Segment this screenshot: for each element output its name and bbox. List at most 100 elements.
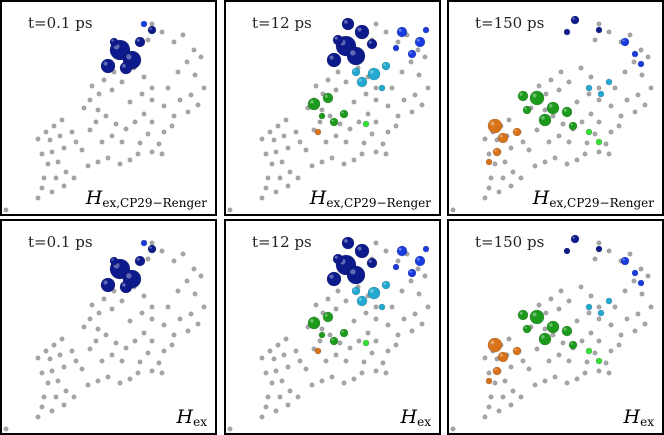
excitation-sphere-highlight — [524, 326, 527, 329]
gray-atom — [149, 316, 155, 322]
excitation-sphere — [585, 128, 593, 136]
excitation-sphere-highlight — [409, 51, 412, 54]
hamiltonian-label: Hex,CP29−Renger — [310, 187, 431, 210]
gray-atom — [416, 291, 422, 297]
excitation-sphere-highlight — [324, 94, 328, 98]
excitation-sphere — [332, 34, 344, 46]
gray-atom — [119, 79, 125, 85]
excitation-sphere — [414, 36, 426, 48]
gray-atom — [47, 356, 53, 362]
excitation-sphere-highlight — [353, 69, 356, 72]
gray-atom — [149, 338, 155, 344]
gray-atom — [141, 330, 147, 336]
gray-atom — [325, 296, 331, 302]
gray-atom — [425, 85, 431, 91]
gray-atom — [61, 183, 67, 189]
excitation-sphere — [595, 26, 603, 34]
excitation-sphere-highlight — [122, 283, 126, 287]
gray-atom — [373, 316, 379, 322]
gray-atom — [385, 103, 391, 109]
excitation-sphere — [378, 84, 386, 92]
gray-atom — [259, 414, 265, 420]
gray-atom — [389, 85, 395, 91]
gray-atom — [113, 121, 119, 127]
gray-atom — [273, 149, 279, 155]
gray-atom — [624, 316, 630, 322]
gray-atom — [297, 139, 303, 145]
gray-atom — [275, 342, 281, 348]
gray-atom — [508, 145, 514, 151]
excitation-sphere — [392, 44, 400, 52]
gray-atom — [303, 366, 309, 372]
gray-atom — [373, 304, 379, 310]
gray-atom — [171, 113, 177, 119]
gray-atom — [363, 310, 369, 316]
excitation-sphere — [407, 268, 417, 278]
gray-atom — [592, 131, 598, 137]
excitation-sphere — [332, 253, 344, 265]
gray-atom — [177, 97, 183, 103]
excitation-sphere — [109, 256, 119, 266]
gray-atom — [419, 102, 425, 108]
excitation-sphere — [563, 247, 571, 255]
excitation-sphere — [597, 309, 605, 317]
gray-atom — [642, 102, 648, 108]
gray-atom — [201, 304, 207, 310]
gray-atom — [520, 358, 526, 364]
panel-top-left: t=0.1 ps Hex,CP29−Renger — [0, 0, 217, 216]
excitation-sphere — [487, 118, 503, 134]
gray-atom — [359, 151, 365, 157]
gray-atom — [566, 139, 572, 145]
gray-atom — [96, 310, 102, 316]
gray-atom — [373, 21, 379, 27]
gray-atom — [93, 119, 99, 125]
excitation-sphere-highlight — [331, 338, 334, 341]
gray-atom — [303, 147, 309, 153]
gray-atom — [295, 175, 301, 181]
gray-atom — [558, 288, 564, 294]
gray-atom — [343, 298, 349, 304]
gray-atom — [351, 376, 357, 382]
panel-bottom-left: t=0.1 ps Hex — [0, 219, 217, 435]
excitation-sphere-highlight — [149, 246, 152, 249]
gray-atom — [401, 316, 407, 322]
excitation-sphere-highlight — [572, 236, 575, 239]
excitation-sphere — [597, 90, 605, 98]
excitation-sphere — [119, 280, 133, 294]
gray-atom — [588, 74, 594, 80]
excitation-sphere-highlight — [341, 330, 344, 333]
gray-atom — [369, 350, 375, 356]
gray-atom — [93, 338, 99, 344]
excitation-sphere — [339, 328, 349, 338]
gray-atom — [285, 364, 291, 370]
gray-atom — [309, 163, 315, 169]
excitation-sphere-highlight — [563, 108, 567, 112]
gray-atom — [89, 302, 95, 308]
excitation-sphere-highlight — [136, 257, 140, 261]
gray-atom — [361, 359, 367, 365]
gray-atom — [532, 382, 538, 388]
gray-atom — [608, 348, 614, 354]
excitation-sphere — [570, 234, 580, 244]
gray-atom — [586, 91, 592, 97]
gray-atom — [313, 302, 319, 308]
gray-atom — [450, 426, 456, 432]
gray-atom — [380, 141, 386, 147]
excitation-sphere — [367, 286, 381, 300]
gray-atom — [520, 139, 526, 145]
hamiltonian-symbol: H — [532, 187, 550, 209]
gray-atom — [41, 394, 47, 400]
gray-atom — [171, 332, 177, 338]
excitation-sphere — [561, 325, 573, 337]
gray-atom — [566, 358, 572, 364]
excitation-sphere — [595, 245, 603, 253]
gray-atom — [592, 37, 598, 43]
gray-atom — [385, 348, 391, 354]
gray-atom — [149, 149, 155, 155]
excitation-sphere-highlight — [514, 348, 517, 351]
gray-atom — [265, 175, 271, 181]
gray-atom — [548, 77, 554, 83]
gray-atom — [47, 137, 53, 143]
gray-atom — [365, 330, 371, 336]
gray-atom — [35, 355, 41, 361]
